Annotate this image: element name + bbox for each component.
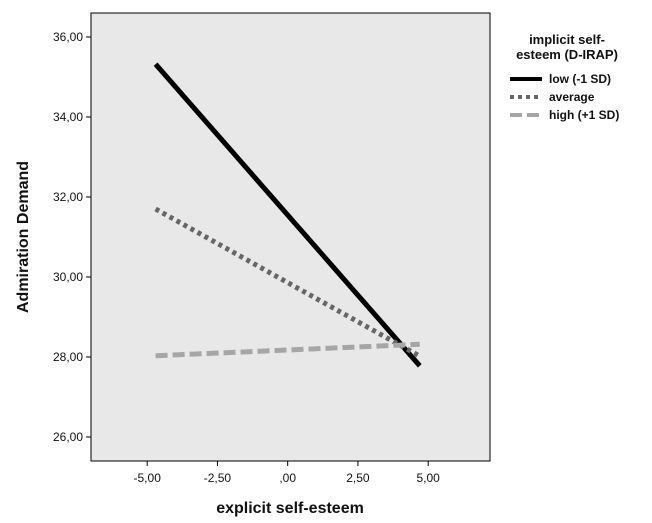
y-axis-ticks: 26,00 28,00 30,00 32,00 34,00 36,00 (53, 30, 91, 444)
legend-label-2: high (+1 SD) (549, 108, 619, 122)
x-tick-label: ,00 (279, 471, 296, 485)
plot-area (90, 12, 491, 462)
x-axis-ticks: -5,00 -2,50 ,00 2,50 5,00 (134, 461, 441, 485)
y-tick-label: 34,00 (53, 110, 83, 124)
series-lines (153, 62, 422, 368)
x-tick-label: -2,50 (204, 471, 232, 485)
legend-label-1: average (549, 90, 595, 104)
legend-title-line-2: esteem (D-IRAP) (516, 47, 618, 62)
x-axis-title: explicit self-esteem (216, 500, 364, 517)
y-axis-title: Admiration Demand (15, 161, 32, 313)
y-tick-label: 36,00 (53, 30, 83, 44)
legend: implicit self- esteem (D-IRAP) low (-1 S… (510, 32, 619, 122)
series-line-2 (155, 341, 420, 359)
series-line-0 (153, 62, 422, 368)
x-tick-label: 5,00 (417, 471, 441, 485)
x-tick-label: -5,00 (134, 471, 162, 485)
y-tick-label: 26,00 (53, 430, 83, 444)
legend-items: low (-1 SD) average high (+1 SD) (510, 72, 619, 122)
legend-label-0: low (-1 SD) (549, 72, 611, 86)
y-tick-label: 28,00 (53, 350, 83, 364)
y-tick-label: 32,00 (53, 190, 83, 204)
y-tick-label: 30,00 (53, 270, 83, 284)
series-line-1 (154, 206, 421, 359)
x-tick-label: 2,50 (346, 471, 370, 485)
legend-title-line-1: implicit self- (529, 32, 605, 47)
